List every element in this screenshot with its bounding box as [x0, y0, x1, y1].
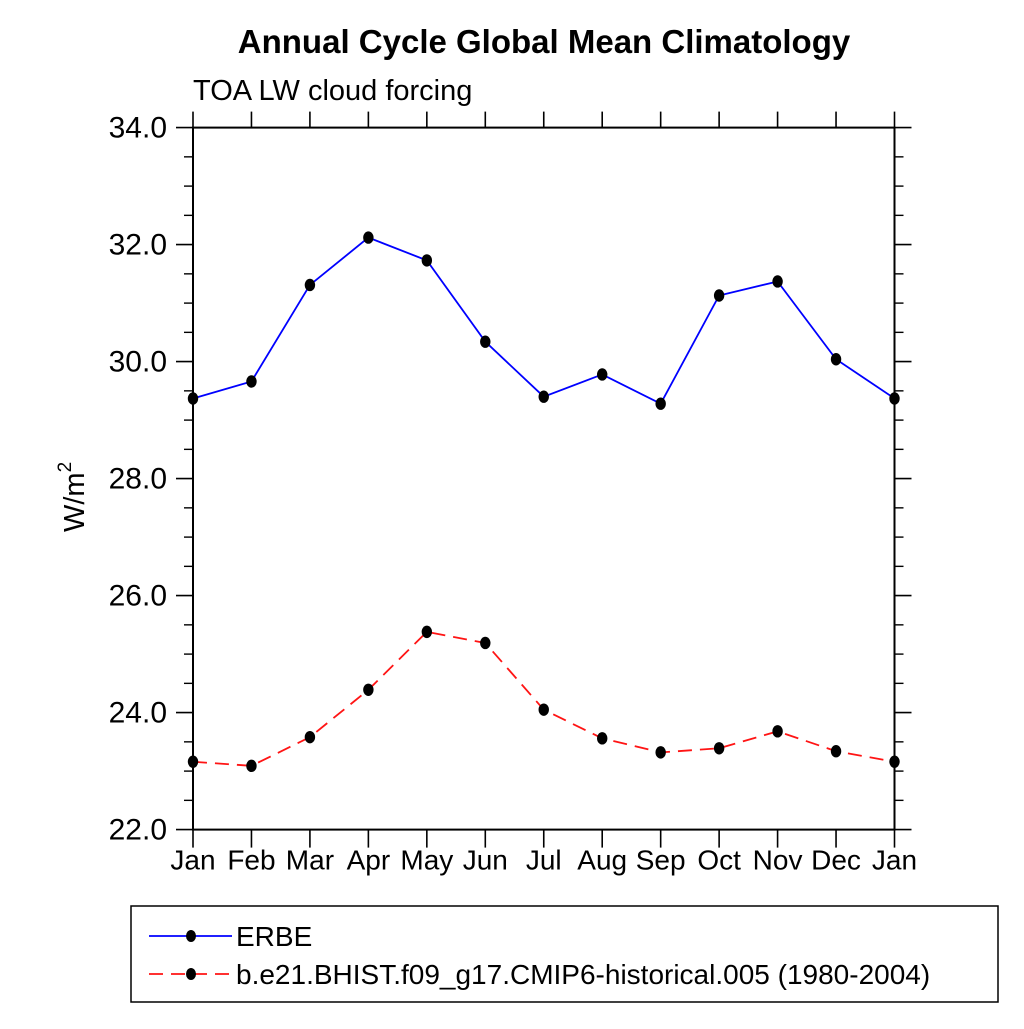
series-line-0	[192, 236, 896, 405]
legend-label: ERBE	[236, 921, 312, 952]
y-axis-label-superscript: 2	[55, 462, 76, 473]
y-axis: 22.0 24.0 26.0 28.0 30.0 32.0 34.0	[109, 112, 912, 847]
data-point-marker	[713, 742, 725, 755]
data-point-marker	[538, 703, 549, 716]
y-tick-label: 28.0	[109, 463, 167, 496]
y-axis-label: W/m2	[55, 462, 91, 532]
legend: ERBE b.e21.BHIST.f09_g17.CMIP6-historical…	[130, 905, 999, 1003]
y-tick-label: 26.0	[109, 580, 167, 613]
y-axis-label-base: W/m	[59, 472, 91, 532]
data-point-marker	[421, 625, 433, 639]
legend-item: ERBE	[149, 921, 312, 952]
data-point-marker	[480, 636, 491, 650]
data-point-marker	[187, 755, 199, 768]
x-tick-label: May	[400, 845, 453, 876]
legend-label: b.e21.BHIST.f09_g17.CMIP6-historical.005…	[236, 959, 930, 990]
data-point-marker	[363, 683, 374, 696]
data-point-marker	[889, 755, 900, 768]
data-point-marker	[655, 746, 666, 759]
x-tick-label: Jun	[463, 845, 508, 876]
data-point-marker	[304, 278, 316, 292]
data-point-marker	[246, 759, 257, 773]
x-tick-label: Aug	[577, 845, 627, 876]
x-tick-label: Nov	[753, 845, 803, 876]
series-line-1	[192, 630, 895, 767]
x-tick-label: Oct	[697, 845, 741, 876]
y-tick-label: 34.0	[109, 112, 167, 145]
data-point-marker	[713, 289, 725, 302]
legend-box	[130, 905, 999, 1003]
x-tick-label: Mar	[286, 845, 334, 876]
y-tick-label: 30.0	[109, 346, 167, 379]
data-point-marker	[246, 375, 257, 388]
data-point-marker	[363, 231, 374, 244]
y-tick-label: 22.0	[109, 814, 167, 847]
x-tick-label: Apr	[347, 845, 391, 876]
data-point-marker	[889, 392, 900, 405]
series-layer	[187, 231, 900, 773]
plot-frame	[192, 126, 896, 831]
data-point-marker	[655, 397, 666, 410]
data-point-marker	[597, 368, 608, 381]
data-point-marker	[772, 275, 783, 288]
data-point-marker	[830, 353, 842, 366]
data-point-marker	[480, 335, 491, 348]
legend-items: ERBE b.e21.BHIST.f09_g17.CMIP6-historical…	[149, 921, 930, 990]
x-tick-label: Dec	[811, 845, 861, 876]
data-point-marker	[772, 725, 783, 738]
x-tick-label: Feb	[227, 845, 275, 876]
y-tick-label: 32.0	[109, 229, 167, 262]
legend-marker	[186, 968, 196, 980]
data-point-marker	[830, 745, 842, 758]
plot-border	[192, 126, 896, 831]
y-tick-label: 24.0	[109, 697, 167, 730]
data-point-marker	[538, 390, 549, 403]
data-point-marker	[597, 732, 608, 745]
x-axis: Jan Feb Mar Apr May Jun Jul Aug Sep Oct Nov Dec Jan	[170, 111, 917, 876]
x-tick-label: Jan	[170, 845, 215, 876]
x-tick-label: Jan	[872, 845, 917, 876]
legend-item: b.e21.BHIST.f09_g17.CMIP6-historical.005…	[149, 959, 930, 990]
data-point-marker	[304, 730, 316, 744]
chart-subtitle: TOA LW cloud forcing	[193, 75, 472, 107]
x-tick-label: Sep	[636, 845, 686, 876]
x-tick-label: Jul	[526, 845, 562, 876]
chart-title: Annual Cycle Global Mean Climatology	[238, 23, 851, 60]
data-point-marker	[421, 254, 433, 267]
data-point-marker	[187, 392, 199, 405]
legend-marker	[186, 930, 196, 942]
